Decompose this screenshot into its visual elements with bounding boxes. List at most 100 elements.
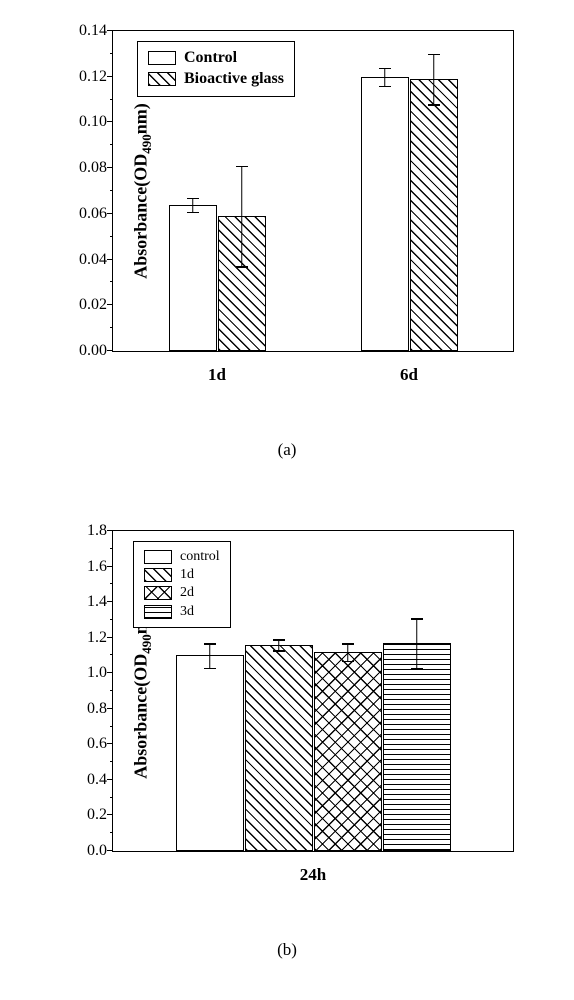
ytick-label: 1.2 [87, 629, 113, 647]
ylabel-prefix-b: Absorbance(OD [130, 654, 150, 779]
bar [176, 655, 244, 851]
ytick-minor [110, 236, 113, 237]
figure-wrapper: Absorbance(OD490nm) Control Bioactive gl… [0, 0, 574, 1000]
legend-label-b2: 2d [180, 584, 194, 602]
ytick-label: 0.14 [79, 22, 113, 40]
error-cap [273, 650, 285, 652]
error-bar [347, 643, 349, 661]
ytick-minor [110, 797, 113, 798]
error-cap [204, 668, 216, 670]
ytick-minor [110, 832, 113, 833]
chart-b-caption: (b) [277, 940, 297, 960]
xtick-label: 6d [400, 351, 418, 385]
legend-row-b1: 1d [144, 566, 220, 584]
ytick-label: 1.6 [87, 558, 113, 576]
error-cap [342, 661, 354, 663]
chart-a-legend: Control Bioactive glass [137, 41, 295, 97]
error-cap [411, 668, 423, 670]
ytick-label: 1.4 [87, 593, 113, 611]
legend-label-b3: 3d [180, 603, 194, 621]
legend-swatch-b3 [144, 605, 172, 619]
error-cap [411, 618, 423, 620]
ytick-label: 0.4 [87, 771, 113, 789]
bar [314, 652, 382, 851]
ytick-minor [110, 281, 113, 282]
legend-row-b2: 2d [144, 584, 220, 602]
bar [410, 79, 458, 351]
ytick-label: 1.8 [87, 522, 113, 540]
error-bar [209, 643, 211, 668]
legend-swatch-control [148, 51, 176, 65]
ylabel-prefix: Absorbance(OD [130, 154, 150, 279]
ytick-label: 0.8 [87, 700, 113, 718]
chart-b-box: Absorbance(OD490nm) control 1d 2d [42, 520, 532, 900]
ytick-minor [110, 726, 113, 727]
ytick-label: 0.2 [87, 806, 113, 824]
ytick-minor [110, 690, 113, 691]
chart-a-caption: (a) [278, 440, 297, 460]
ytick-minor [110, 654, 113, 655]
legend-swatch-b2 [144, 586, 172, 600]
ytick-label: 1.0 [87, 664, 113, 682]
ytick-label: 0.6 [87, 735, 113, 753]
legend-swatch-b1 [144, 568, 172, 582]
error-bar [192, 198, 194, 212]
legend-row-bioglass: Bioactive glass [148, 69, 284, 90]
error-bar [278, 639, 280, 650]
ytick-minor [110, 761, 113, 762]
bar [361, 77, 409, 351]
bar [383, 643, 451, 851]
chart-a-plot-area: Absorbance(OD490nm) Control Bioactive gl… [112, 30, 514, 352]
error-cap [428, 104, 440, 106]
legend-row-b3: 3d [144, 603, 220, 621]
error-cap [342, 643, 354, 645]
error-bar [416, 618, 418, 668]
ytick-minor [110, 619, 113, 620]
ytick-minor [110, 99, 113, 100]
error-bar [433, 54, 435, 104]
ytick-minor [110, 327, 113, 328]
error-cap [187, 212, 199, 214]
ytick-minor [110, 53, 113, 54]
ylabel-sub-b: 490 [139, 634, 154, 654]
error-cap [379, 68, 391, 70]
ytick-label: 0.06 [79, 205, 113, 223]
ytick-label: 0.02 [79, 296, 113, 314]
legend-label-bioglass: Bioactive glass [184, 69, 284, 90]
legend-swatch-bioglass [148, 72, 176, 86]
error-bar [241, 166, 243, 267]
ytick-minor [110, 144, 113, 145]
error-cap [236, 266, 248, 268]
ytick-label: 0.04 [79, 251, 113, 269]
legend-row-b0: control [144, 548, 220, 566]
chart-a-box: Absorbance(OD490nm) Control Bioactive gl… [42, 20, 532, 400]
bar [245, 645, 313, 851]
error-cap [236, 166, 248, 168]
ytick-label: 0.00 [79, 342, 113, 360]
ytick-label: 0.08 [79, 159, 113, 177]
error-cap [379, 86, 391, 88]
error-bar [384, 68, 386, 86]
ylabel-sub: 490 [139, 134, 154, 154]
ytick-label: 0.0 [87, 842, 113, 860]
legend-label-b1: 1d [180, 566, 194, 584]
ylabel-suffix: nm) [130, 103, 150, 134]
ytick-minor [110, 548, 113, 549]
error-cap [187, 198, 199, 200]
legend-row-control: Control [148, 48, 284, 69]
chart-b-plot-area: Absorbance(OD490nm) control 1d 2d [112, 530, 514, 852]
error-cap [204, 643, 216, 645]
bar [169, 205, 217, 351]
xtick-label: 1d [208, 351, 226, 385]
chart-b-legend: control 1d 2d 3d [133, 541, 231, 628]
ytick-minor [110, 583, 113, 584]
chart-a-ylabel: Absorbance(OD490nm) [130, 103, 155, 279]
legend-label-b0: control [180, 548, 220, 566]
ytick-label: 0.10 [79, 113, 113, 131]
ytick-minor [110, 190, 113, 191]
legend-swatch-b0 [144, 550, 172, 564]
xtick-label: 24h [300, 851, 326, 885]
error-cap [273, 639, 285, 641]
ytick-label: 0.12 [79, 68, 113, 86]
chart-b-ylabel: Absorbance(OD490nm) [130, 603, 155, 779]
